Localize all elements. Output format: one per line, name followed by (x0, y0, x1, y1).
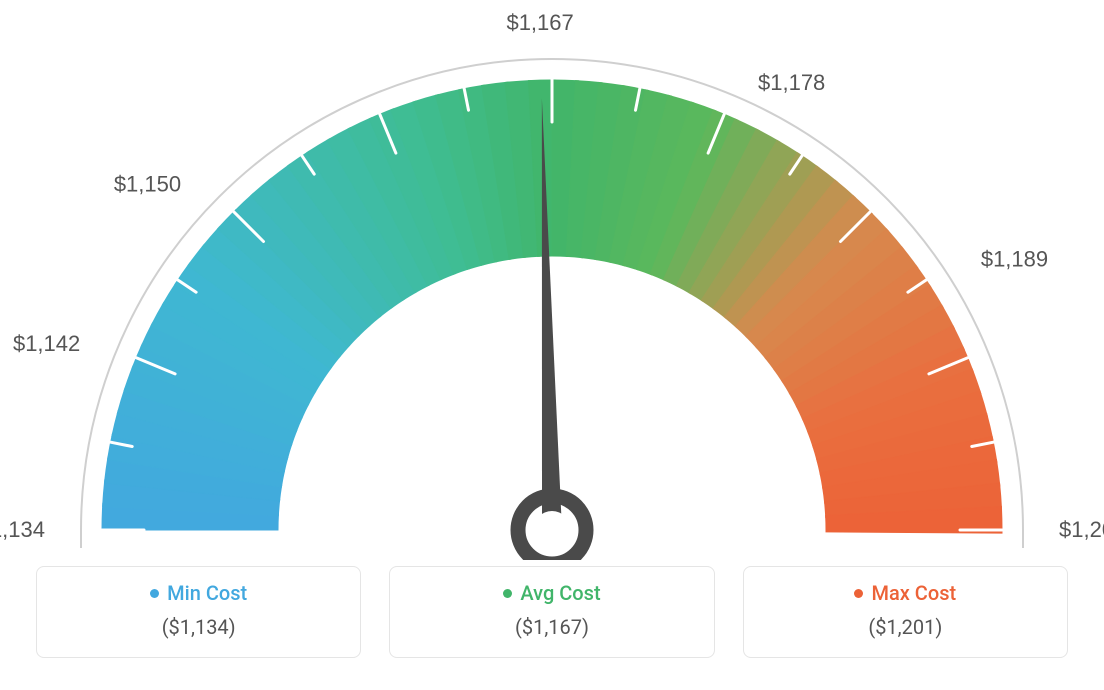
legend-dot-min (150, 589, 159, 598)
legend-label-max: Max Cost (871, 581, 956, 605)
legend-label-avg: Avg Cost (520, 581, 600, 605)
svg-text:$1,178: $1,178 (758, 70, 825, 95)
legend-dot-avg (503, 589, 512, 598)
legend-title-max: Max Cost (854, 581, 956, 605)
legend-card-min: Min Cost ($1,134) (36, 566, 361, 658)
legend-card-max: Max Cost ($1,201) (743, 566, 1068, 658)
legend-value-max: ($1,201) (754, 615, 1057, 639)
gauge-svg: $1,134 $1,142 $1,150 $1,167 $1,178 $1,189 $1,2… (0, 0, 1104, 560)
svg-text:$1,167: $1,167 (506, 10, 573, 35)
svg-text:$1,150: $1,150 (114, 171, 181, 196)
legend-title-avg: Avg Cost (503, 581, 600, 605)
svg-text:$1,142: $1,142 (13, 331, 80, 356)
legend-value-avg: ($1,167) (400, 615, 703, 639)
legend-value-min: ($1,134) (47, 615, 350, 639)
legend-title-min: Min Cost (150, 581, 247, 605)
legend-card-avg: Avg Cost ($1,167) (389, 566, 714, 658)
svg-text:$1,189: $1,189 (981, 247, 1048, 272)
svg-text:$1,201: $1,201 (1059, 517, 1104, 542)
legend-row: Min Cost ($1,134) Avg Cost ($1,167) Max … (0, 566, 1104, 658)
gauge-area: $1,134 $1,142 $1,150 $1,167 $1,178 $1,189 $1,2… (0, 0, 1104, 560)
svg-text:$1,134: $1,134 (0, 517, 45, 542)
legend-label-min: Min Cost (167, 581, 247, 605)
cost-gauge-chart: $1,134 $1,142 $1,150 $1,167 $1,178 $1,189 $1,2… (0, 0, 1104, 690)
legend-dot-max (854, 589, 863, 598)
